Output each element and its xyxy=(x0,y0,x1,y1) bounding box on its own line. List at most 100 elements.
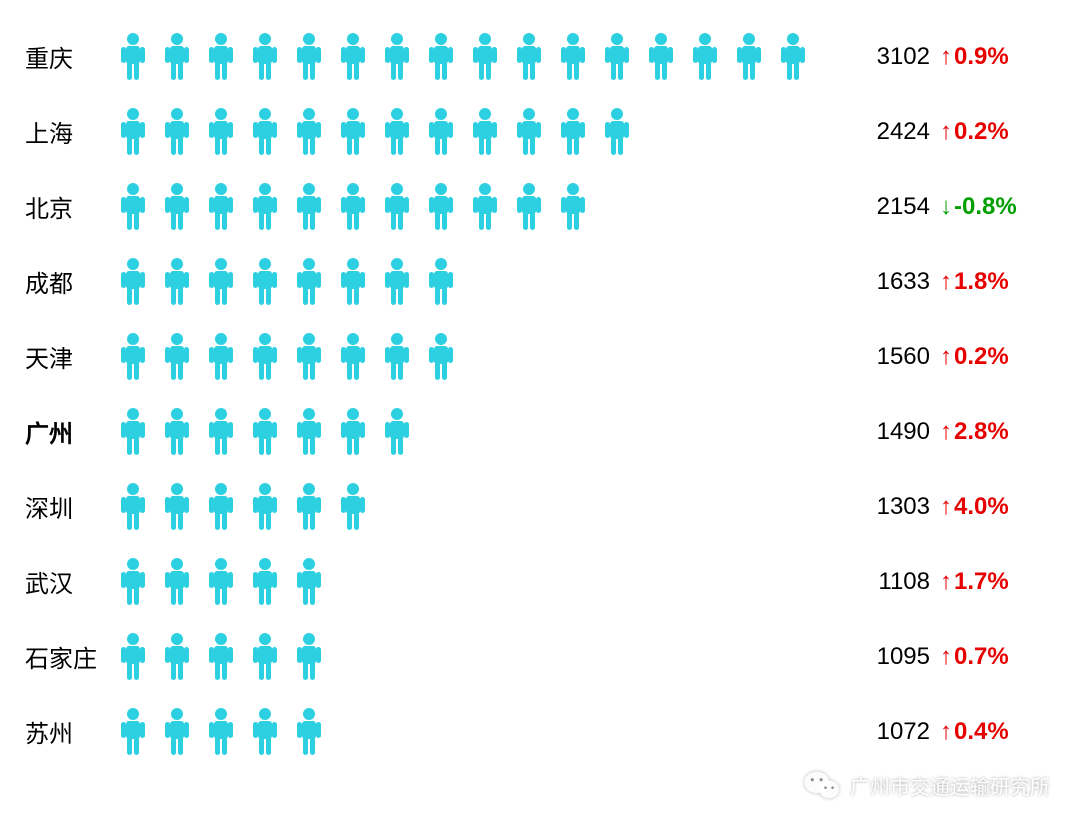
chart-row: 武汉 1108 ↑1.7% xyxy=(25,545,1055,618)
person-icon xyxy=(778,32,808,82)
person-icon xyxy=(250,32,280,82)
person-icon xyxy=(162,182,192,232)
person-icon xyxy=(382,32,412,82)
person-icon xyxy=(250,182,280,232)
person-icon xyxy=(250,557,280,607)
person-icon xyxy=(206,407,236,457)
arrow-up-icon: ↑ xyxy=(940,343,952,370)
arrow-up-icon: ↑ xyxy=(940,568,952,595)
person-icon xyxy=(206,632,236,682)
city-label: 武汉 xyxy=(25,564,100,599)
person-icon xyxy=(118,632,148,682)
person-icon xyxy=(558,182,588,232)
arrow-up-icon: ↑ xyxy=(940,643,952,670)
person-icon xyxy=(734,32,764,82)
change-label: ↑0.2% xyxy=(930,118,1050,146)
person-icon xyxy=(206,182,236,232)
change-pct: -0.8% xyxy=(954,193,1017,220)
person-icon xyxy=(294,482,324,532)
person-icon xyxy=(558,107,588,157)
person-icon xyxy=(294,107,324,157)
person-icon xyxy=(558,32,588,82)
person-icon xyxy=(118,257,148,307)
wechat-icon xyxy=(804,770,840,800)
city-label: 广州 xyxy=(25,414,100,449)
arrow-up-icon: ↑ xyxy=(940,718,952,745)
city-label: 苏州 xyxy=(25,714,100,749)
icon-bar xyxy=(100,32,860,82)
person-icon xyxy=(206,557,236,607)
arrow-down-icon: ↓ xyxy=(940,193,952,220)
icon-bar xyxy=(100,632,860,682)
person-icon xyxy=(382,257,412,307)
icon-bar xyxy=(100,707,860,757)
person-icon xyxy=(426,182,456,232)
person-icon xyxy=(426,257,456,307)
change-label: ↑0.7% xyxy=(930,643,1050,671)
arrow-up-icon: ↑ xyxy=(940,418,952,445)
person-icon xyxy=(118,332,148,382)
person-icon xyxy=(338,107,368,157)
person-icon xyxy=(162,32,192,82)
person-icon xyxy=(470,107,500,157)
chart-row: 石家庄 1095↑0.7% xyxy=(25,620,1055,693)
person-icon xyxy=(206,32,236,82)
value-label: 2154 xyxy=(860,193,930,221)
city-label: 北京 xyxy=(25,189,100,224)
person-icon xyxy=(470,182,500,232)
chart-row: 深圳 xyxy=(25,470,1055,543)
city-label: 石家庄 xyxy=(25,639,100,674)
icon-bar xyxy=(100,182,860,232)
change-label: ↑4.0% xyxy=(930,493,1050,521)
person-icon xyxy=(118,182,148,232)
person-icon xyxy=(294,182,324,232)
change-pct: 0.9% xyxy=(954,43,1009,70)
person-icon xyxy=(426,332,456,382)
person-icon xyxy=(162,332,192,382)
person-icon xyxy=(162,107,192,157)
person-icon xyxy=(250,407,280,457)
person-icon xyxy=(118,32,148,82)
person-icon xyxy=(250,707,280,757)
person-icon xyxy=(514,32,544,82)
change-label: ↑1.8% xyxy=(930,268,1050,296)
chart-row: 重庆 xyxy=(25,20,1055,93)
person-icon xyxy=(162,557,192,607)
change-pct: 1.7% xyxy=(954,568,1009,595)
person-icon xyxy=(382,332,412,382)
person-icon xyxy=(162,632,192,682)
person-icon xyxy=(162,257,192,307)
chart-row: 天津 xyxy=(25,320,1055,393)
arrow-up-icon: ↑ xyxy=(940,43,952,70)
person-icon xyxy=(250,632,280,682)
value-label: 1108 xyxy=(860,568,930,596)
person-icon xyxy=(206,707,236,757)
person-icon xyxy=(382,407,412,457)
change-pct: 0.4% xyxy=(954,718,1009,745)
person-icon xyxy=(118,557,148,607)
icon-bar xyxy=(100,407,860,457)
change-pct: 1.8% xyxy=(954,268,1009,295)
person-icon xyxy=(470,32,500,82)
city-label: 深圳 xyxy=(25,489,100,524)
value-label: 1633 xyxy=(860,268,930,296)
chart-row: 苏州 1072↑0.4% xyxy=(25,695,1055,768)
person-icon xyxy=(250,257,280,307)
population-pictogram-chart: 重庆 xyxy=(25,20,1055,768)
person-icon xyxy=(162,482,192,532)
person-icon xyxy=(250,482,280,532)
change-label: ↑0.9% xyxy=(930,43,1050,71)
person-icon xyxy=(162,407,192,457)
city-label: 重庆 xyxy=(25,39,100,74)
person-icon xyxy=(382,182,412,232)
person-icon xyxy=(118,407,148,457)
person-icon xyxy=(206,482,236,532)
person-icon xyxy=(206,332,236,382)
value-label: 1490 xyxy=(860,418,930,446)
icon-bar xyxy=(100,257,860,307)
person-icon xyxy=(514,182,544,232)
value-label: 3102 xyxy=(860,43,930,71)
value-label: 2424 xyxy=(860,118,930,146)
person-icon xyxy=(294,332,324,382)
person-icon xyxy=(338,182,368,232)
